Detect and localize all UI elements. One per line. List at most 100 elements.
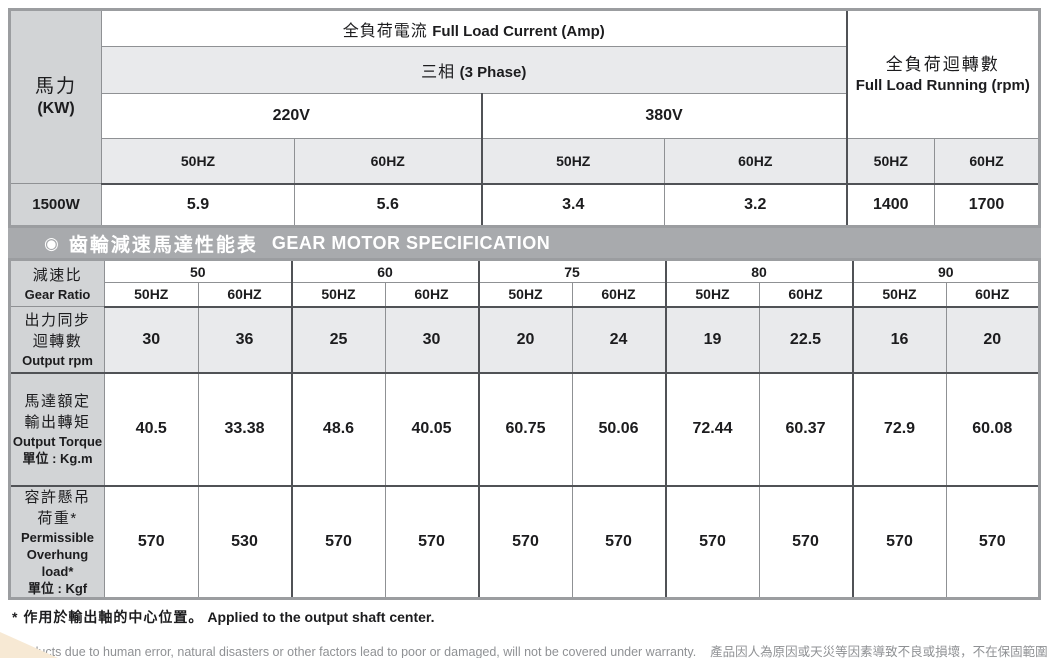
warranty-disclaimer-zh: 產品因人為原因或天災等因素導致不良或損壞，不在保固範圍內。: [710, 645, 1049, 658]
freq-header: 60HZ: [197, 282, 293, 308]
freq-header: 50HZ: [478, 282, 573, 308]
freq-header: 50HZ: [846, 138, 936, 185]
overhung-load-value: 570: [571, 485, 667, 599]
overhung-load-value: 570: [852, 485, 947, 599]
output-torque-value: 72.44: [665, 372, 760, 487]
output-torque-value: 40.05: [384, 372, 480, 487]
overhung-load-value: 530: [197, 485, 293, 599]
motor-power-header-cell: 馬力 (KW): [9, 9, 102, 184]
output-torque-value: 60.75: [478, 372, 573, 487]
three-phase-label-zh: 三相: [421, 64, 456, 81]
freq-header: 60HZ: [758, 282, 854, 308]
freq-header: 60HZ: [663, 138, 848, 185]
freq-header: 60HZ: [571, 282, 667, 308]
freq-header: 50HZ: [665, 282, 760, 308]
gear-ratio-header-cell: 減速比 Gear Ratio: [9, 259, 105, 307]
output-torque-value: 50.06: [571, 372, 667, 487]
overhung-load-value: 570: [478, 485, 573, 599]
three-phase-header-cell: 三相 (3 Phase): [100, 46, 848, 94]
footnote-zh: * 作用於輸出軸的中心位置。: [12, 609, 204, 625]
output-rpm-value: 24: [571, 306, 667, 374]
corner-decoration: [0, 632, 58, 658]
power-row-header: 1500W: [9, 183, 102, 227]
output-torque-label-en: Output Torque: [12, 434, 103, 449]
footnote-en: Applied to the output shaft center.: [207, 609, 435, 625]
gear-motor-spec-table: 減速比 Gear Ratio 50 60 75 80 90 50HZ 60HZ …: [8, 258, 1041, 600]
full-load-running-label-zh: 全負荷迴轉數: [885, 55, 1000, 74]
output-rpm-header-cell: 出力同步 迴轉數 Output rpm: [9, 306, 105, 374]
output-torque-label-zh: 馬達額定: [24, 393, 91, 410]
ratio-group-header: 50: [104, 259, 293, 283]
output-rpm-value: 22.5: [758, 306, 854, 374]
output-rpm-value: 25: [291, 306, 386, 374]
full-load-running-header-cell: 全負荷迴轉數 Full Load Running (rpm): [846, 9, 1040, 139]
output-torque-label-zh: 輸出轉矩: [24, 414, 91, 431]
gear-ratio-label-zh: 減速比: [32, 266, 83, 284]
gear-motor-spec-banner: ◉ 齒輪減速馬達性能表 GEAR MOTOR SPECIFICATION: [8, 228, 1041, 258]
overhung-load-header-cell: 容許懸吊 荷重* Permissible Overhung load* 單位 :…: [9, 485, 105, 599]
ratio-group-header: 90: [852, 259, 1040, 283]
current-value: 5.9: [101, 183, 295, 227]
output-torque-value: 60.37: [758, 372, 854, 487]
overhung-load-label-en: Overhung load*: [26, 546, 89, 579]
output-torque-value: 72.9: [852, 372, 947, 487]
gear-ratio-label-en: Gear Ratio: [24, 286, 91, 302]
freq-header: 50HZ: [101, 138, 295, 185]
full-load-current-header-cell: 全負荷電流 Full Load Current (Amp): [100, 9, 848, 47]
full-load-current-label-zh: 全負荷電流: [342, 22, 428, 40]
full-load-current-table: 馬力 (KW) 全負荷電流 Full Load Current (Amp) 全負…: [8, 8, 1041, 228]
voltage-380-header-cell: 380V: [480, 93, 848, 139]
overhung-load-label-zh: 荷重*: [37, 509, 78, 527]
rpm-value: 1700: [934, 183, 1040, 227]
freq-header: 60HZ: [294, 138, 483, 185]
ratio-group-header: 80: [665, 259, 854, 283]
bullseye-icon: ◉: [44, 233, 59, 253]
overhung-load-label-en: Permissible: [21, 529, 94, 545]
output-rpm-value: 20: [945, 306, 1040, 374]
warranty-disclaimer: Products due to human error, natural dis…: [12, 641, 1049, 658]
output-torque-value: 40.5: [104, 372, 199, 487]
overhung-load-value: 570: [758, 485, 854, 599]
output-torque-header-cell: 馬達額定 輸出轉矩 Output Torque 單位 : Kg.m: [9, 372, 105, 487]
rpm-value: 1400: [846, 183, 936, 227]
banner-title-zh: 齒輪減速馬達性能表: [68, 234, 258, 256]
overhung-load-value: 570: [945, 485, 1040, 599]
output-rpm-label-en: Output rpm: [22, 352, 93, 368]
output-rpm-value: 36: [197, 306, 293, 374]
output-torque-unit-label: 單位 : Kg.m: [22, 451, 93, 466]
freq-header: 60HZ: [384, 282, 480, 308]
freq-header: 60HZ: [945, 282, 1040, 308]
freq-header: 50HZ: [291, 282, 386, 308]
output-rpm-label-zh: 出力同步: [24, 311, 91, 329]
output-rpm-value: 30: [104, 306, 199, 374]
freq-header: 50HZ: [104, 282, 199, 308]
overhung-load-value: 570: [104, 485, 199, 599]
banner-title-en: GEAR MOTOR SPECIFICATION: [271, 232, 551, 253]
freq-header: 50HZ: [481, 138, 665, 185]
output-rpm-value: 20: [478, 306, 573, 374]
motor-power-label-en: (KW): [37, 100, 75, 117]
current-value: 5.6: [294, 183, 483, 227]
full-load-current-label-en: Full Load Current (Amp): [432, 22, 605, 40]
current-value: 3.4: [481, 183, 665, 227]
ratio-group-header: 75: [478, 259, 667, 283]
output-rpm-value: 16: [852, 306, 947, 374]
overhung-load-label-zh: 容許懸吊: [24, 488, 91, 506]
motor-power-label-zh: 馬力: [34, 76, 77, 97]
output-torque-value: 60.08: [945, 372, 1040, 487]
overhung-load-value: 570: [665, 485, 760, 599]
output-rpm-value: 19: [665, 306, 760, 374]
overhung-load-value: 570: [384, 485, 480, 599]
output-rpm-value: 30: [384, 306, 480, 374]
overhung-load-unit-label: 單位 : Kgf: [27, 580, 88, 596]
output-torque-value: 48.6: [291, 372, 386, 487]
voltage-220-header-cell: 220V: [101, 93, 483, 139]
current-value: 3.2: [663, 183, 848, 227]
output-rpm-label-zh: 迴轉數: [32, 332, 83, 350]
three-phase-label-en: (3 Phase): [459, 64, 527, 81]
freq-header: 50HZ: [852, 282, 947, 308]
output-torque-value: 33.38: [197, 372, 293, 487]
ratio-group-header: 60: [291, 259, 480, 283]
full-load-running-label-en: Full Load Running (rpm): [855, 77, 1030, 94]
footnote: * 作用於輸出軸的中心位置。 Applied to the output shaf…: [12, 607, 434, 627]
